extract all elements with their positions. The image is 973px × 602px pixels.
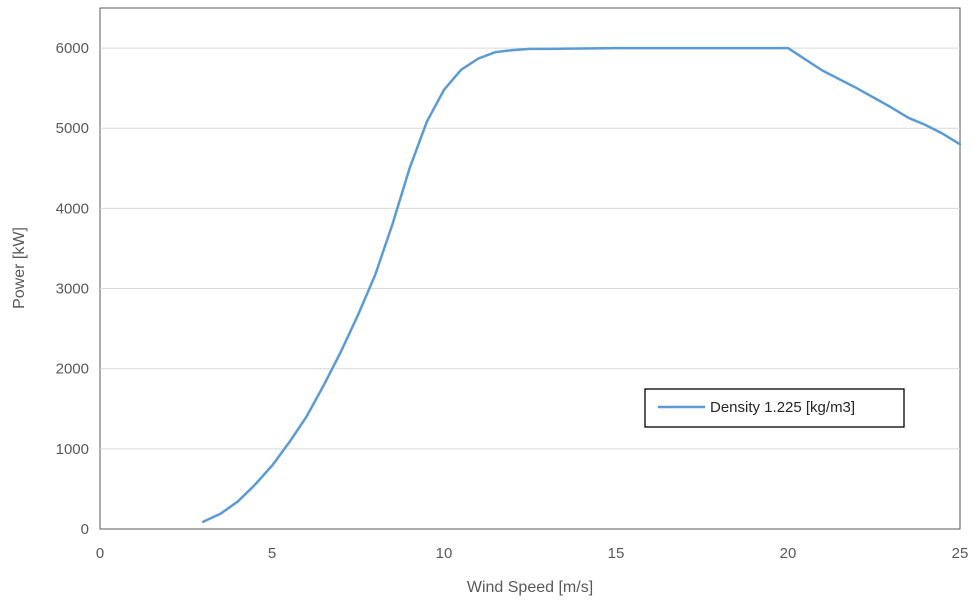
series-line (201, 46, 962, 524)
y-tick-label: 6000 (56, 40, 89, 57)
x-tick-label: 5 (268, 545, 276, 562)
y-tick-label: 4000 (56, 200, 89, 217)
y-axis-title: Power [kW] (11, 227, 28, 309)
plot-frame (99, 7, 961, 530)
x-tick-label: 25 (952, 545, 969, 562)
y-tick-label: 1000 (56, 441, 89, 458)
y-tick-label: 3000 (56, 281, 89, 298)
x-tick-label: 10 (436, 545, 453, 562)
x-axis-title: Wind Speed [m/s] (467, 579, 593, 596)
x-tick-label: 20 (780, 545, 797, 562)
legend: Density 1.225 [kg/m3] (644, 388, 905, 428)
x-tick-label: 15 (608, 545, 625, 562)
legend-label: Density 1.225 [kg/m3] (710, 399, 855, 416)
y-tick-label: 2000 (56, 361, 89, 378)
x-tick-label: 0 (96, 545, 104, 562)
y-tick-label: 5000 (56, 120, 89, 137)
tick-labels: 0 1000 2000 3000 4000 5000 6000 0 5 10 15 20 25 (56, 40, 969, 562)
series-layer (201, 46, 962, 524)
y-tick-label: 0 (81, 521, 89, 538)
